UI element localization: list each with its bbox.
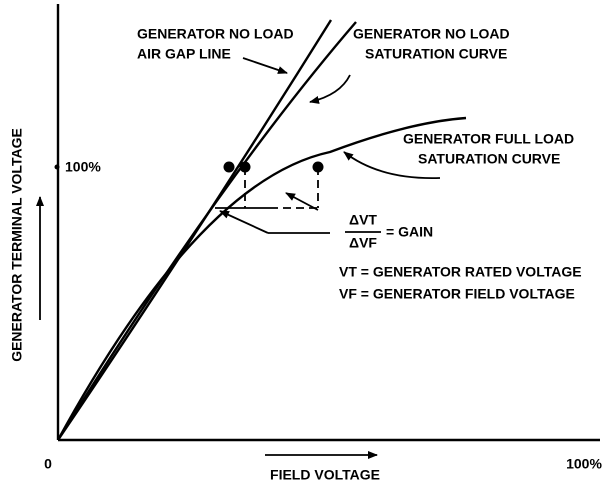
gain-equals: = GAIN [386, 224, 433, 240]
y-max: 100% [65, 159, 101, 175]
labels: GENERATOR TERMINAL VOLTAGE FIELD VOLTAGE… [9, 26, 603, 483]
x-label: FIELD VOLTAGE [270, 467, 380, 483]
callout-arrow [343, 151, 441, 180]
y-tick [54, 164, 60, 170]
curve-label: GENERATOR NO LOAD [353, 26, 510, 42]
full-load-saturation [56, 116, 467, 441]
point [223, 161, 235, 173]
curve-label: GENERATOR FULL LOAD [403, 131, 574, 147]
curve-label: GENERATOR NO LOAD [137, 26, 294, 42]
no-load-saturation [56, 21, 357, 441]
gain-numerator: ΔVT [349, 212, 377, 228]
curve-label: AIR GAP LINE [137, 46, 231, 62]
y-label: GENERATOR TERMINAL VOLTAGE [9, 128, 25, 362]
curve-label: SATURATION CURVE [365, 46, 507, 62]
curves [56, 19, 467, 441]
gain-arrow [219, 210, 269, 234]
origin: 0 [44, 456, 52, 472]
callout-arrow [309, 74, 351, 104]
x-max: 100% [566, 456, 602, 472]
axes [36, 4, 600, 459]
legend-line: VF = GENERATOR FIELD VOLTAGE [339, 286, 575, 302]
legend-line: VT = GENERATOR RATED VOLTAGE [339, 264, 582, 280]
gain-denominator: ΔVF [349, 235, 377, 251]
callout-arrow [242, 57, 288, 74]
curve-label: SATURATION CURVE [418, 151, 560, 167]
gain-arrow [285, 192, 319, 211]
